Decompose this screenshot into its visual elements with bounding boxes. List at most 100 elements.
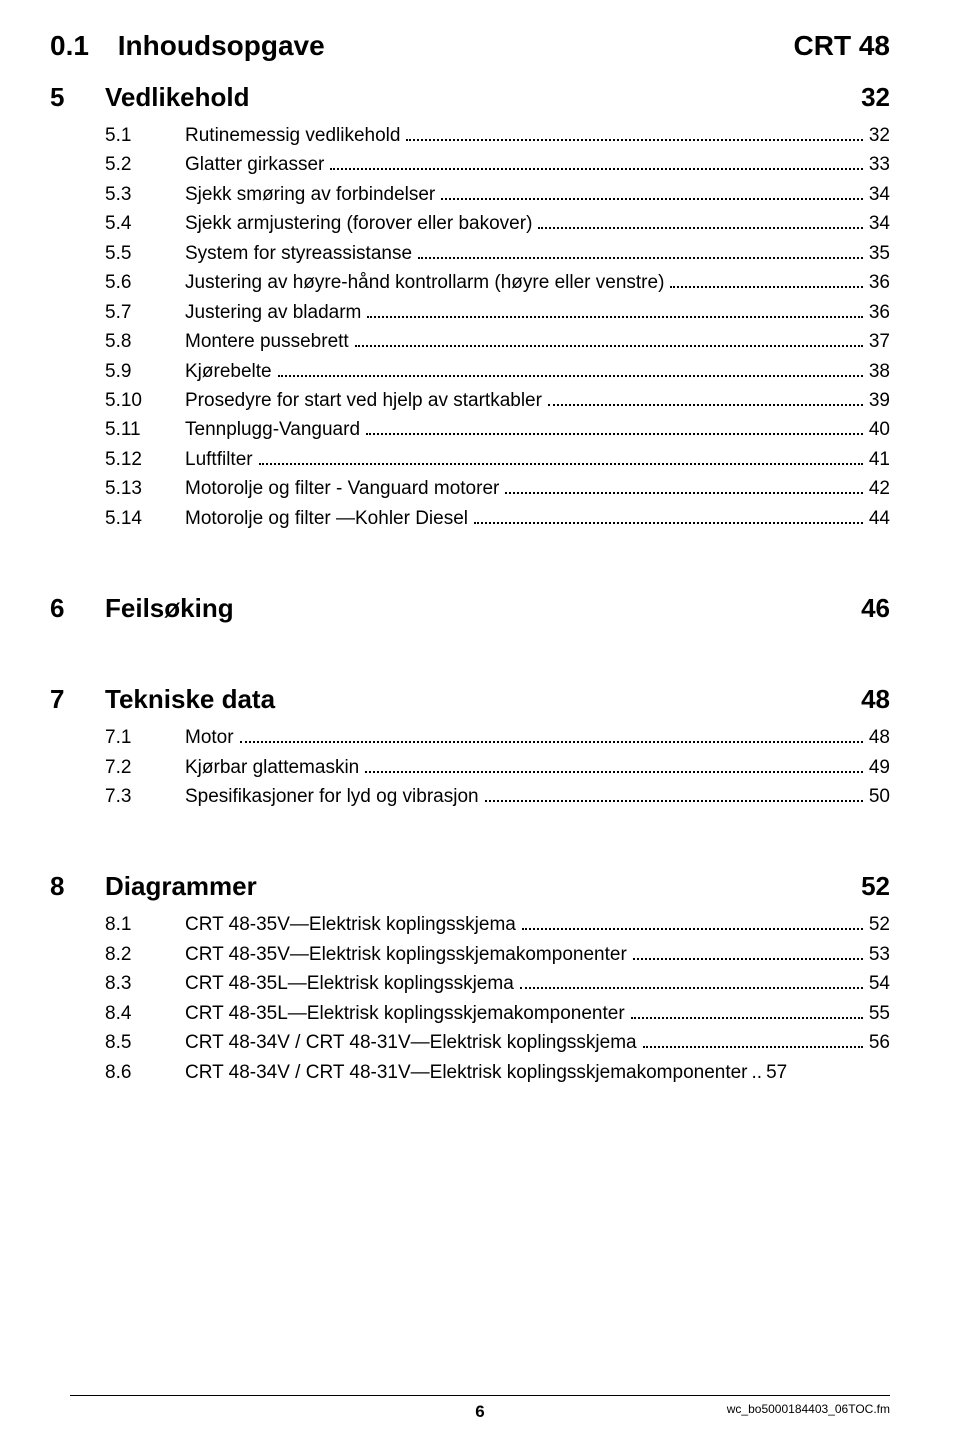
- footer-filename: wc_bo5000184403_06TOC.fm: [727, 1402, 890, 1416]
- header-title: Inhoudsopgave: [118, 30, 325, 61]
- page-header: 0.1 Inhoudsopgave CRT 48: [105, 30, 890, 62]
- footer-rule: [70, 1395, 890, 1396]
- header-left: 0.1 Inhoudsopgave: [105, 30, 325, 62]
- toc-entry-number: 8.2: [105, 940, 185, 969]
- header-right: CRT 48: [794, 30, 890, 62]
- toc-entry: 7.3Spesifikasjoner for lyd og vibrasjon 5…: [105, 782, 890, 811]
- toc-entry-number: 8.5: [105, 1028, 185, 1057]
- toc-entry-number: 5.6: [105, 268, 185, 297]
- toc-entry-leader: [418, 257, 863, 259]
- section-number: 7: [50, 684, 105, 715]
- page-footer: 6 wc_bo5000184403_06TOC.fm: [70, 1395, 890, 1416]
- section-page: 48: [861, 684, 890, 715]
- toc-entry: 7.1Motor 48: [105, 723, 890, 752]
- toc-entry-number: 5.3: [105, 180, 185, 209]
- toc-entry-page: 50: [865, 782, 890, 811]
- toc-entry-title: Sjekk armjustering (forover eller bakove…: [185, 209, 536, 238]
- toc-section: 8Diagrammer528.1CRT 48-35V—Elektrisk kop…: [105, 871, 890, 1087]
- toc-entry: 5.13Motorolje og filter - Vanguard motor…: [105, 474, 890, 503]
- toc-entry-page: 41: [865, 445, 890, 474]
- toc-entry-page: 34: [865, 180, 890, 209]
- toc-entry-number: 5.9: [105, 357, 185, 386]
- toc-entry: 5.14Motorolje og filter —Kohler Diesel44: [105, 504, 890, 533]
- toc-entry-page: 36: [865, 268, 890, 297]
- toc-entry-number: 7.1: [105, 723, 185, 752]
- toc-entry: 5.3Sjekk smøring av forbindelser 34: [105, 180, 890, 209]
- toc-entry-title: Motor: [185, 723, 238, 752]
- section-number: 8: [50, 871, 105, 902]
- toc-entry-leader: [505, 492, 863, 494]
- toc-entry-number: 8.1: [105, 910, 185, 939]
- toc-entry-page: 33: [865, 150, 890, 179]
- section-title: Diagrammer: [105, 871, 257, 901]
- toc-entry-number: 5.7: [105, 298, 185, 327]
- toc-entry-number: 5.14: [105, 504, 185, 533]
- toc-entry-leader: [441, 198, 863, 200]
- toc-entry-number: 5.11: [105, 415, 185, 444]
- toc-entry-page: 34: [865, 209, 890, 238]
- toc-entry-title: Motorolje og filter - Vanguard motorer: [185, 474, 503, 503]
- toc-section: 5Vedlikehold325.1Rutinemessig vedlikehol…: [105, 82, 890, 533]
- toc-section: 6Feilsøking46: [105, 593, 890, 624]
- section-page: 52: [861, 871, 890, 902]
- toc-entry-title: Justering av høyre-hånd kontrollarm (høy…: [185, 268, 668, 297]
- toc-entry-page: 56: [865, 1028, 890, 1057]
- toc-entry: 5.10Prosedyre for start ved hjelp av sta…: [105, 386, 890, 415]
- toc-entry-title: Motorolje og filter —Kohler Diesel: [185, 504, 472, 533]
- toc-entry: 5.9Kjørebelte38: [105, 357, 890, 386]
- toc-entry-page: 39: [865, 386, 890, 415]
- toc-entry-leader: [240, 741, 863, 743]
- toc-entry: 5.7Justering av bladarm36: [105, 298, 890, 327]
- toc-entry-leader: [367, 316, 862, 318]
- toc-entry: 8.1CRT 48-35V—Elektrisk koplingsskjema52: [105, 910, 890, 939]
- toc-entry-page: 42: [865, 474, 890, 503]
- toc-entry-leader: [548, 404, 863, 406]
- toc-entry-leader: [670, 286, 862, 288]
- toc-entry-title: Kjørbar glattemaskin: [185, 753, 363, 782]
- toc-entry-title: Sjekk smøring av forbindelser: [185, 180, 439, 209]
- toc-entry-page: 32: [865, 121, 890, 150]
- toc-entry: 8.2CRT 48-35V—Elektrisk koplingsskjemako…: [105, 940, 890, 969]
- section-number: 6: [50, 593, 105, 624]
- toc-entry-number: 5.12: [105, 445, 185, 474]
- footer-row: 6 wc_bo5000184403_06TOC.fm: [70, 1402, 890, 1416]
- section-number: 5: [50, 82, 105, 113]
- toc-entry-page: 37: [865, 327, 890, 356]
- toc-entry-page: 55: [865, 999, 890, 1028]
- toc-entry-title: Spesifikasjoner for lyd og vibrasjon: [185, 782, 483, 811]
- toc-entry: 5.2Glatter girkasser 33: [105, 150, 890, 179]
- toc-entry-title: CRT 48-34V / CRT 48-31V—Elektrisk koplin…: [185, 1058, 752, 1087]
- toc-entry-number: 7.3: [105, 782, 185, 811]
- toc-entry-number: 8.4: [105, 999, 185, 1028]
- toc-entry-title: Prosedyre for start ved hjelp av startka…: [185, 386, 546, 415]
- toc-body: 5Vedlikehold325.1Rutinemessig vedlikehol…: [105, 82, 890, 1087]
- header-number: 0.1: [50, 30, 110, 62]
- toc-entry-leader: [485, 800, 863, 802]
- toc-entry-number: 5.1: [105, 121, 185, 150]
- toc-entry: 5.4Sjekk armjustering (forover eller bak…: [105, 209, 890, 238]
- toc-entry: 8.5CRT 48-34V / CRT 48-31V—Elektrisk kop…: [105, 1028, 890, 1057]
- toc-entry-number: 5.5: [105, 239, 185, 268]
- section-title: Tekniske data: [105, 684, 275, 714]
- toc-section: 7Tekniske data487.1Motor487.2Kjørbar gla…: [105, 684, 890, 811]
- section-row: 8Diagrammer52: [105, 871, 890, 902]
- toc-entry: 5.6Justering av høyre-hånd kontrollarm (…: [105, 268, 890, 297]
- toc-entry-page: 54: [865, 969, 890, 998]
- toc-entry-title: Glatter girkasser: [185, 150, 328, 179]
- section-row: 6Feilsøking46: [105, 593, 890, 624]
- toc-entry-page: 57: [762, 1058, 787, 1087]
- toc-entry-number: 5.2: [105, 150, 185, 179]
- toc-entry-leader: [365, 771, 863, 773]
- toc-entry-page: 52: [865, 910, 890, 939]
- toc-entry-leader: [259, 463, 863, 465]
- toc-entry-title: Luftfilter: [185, 445, 257, 474]
- toc-entry-title: System for styreassistanse: [185, 239, 416, 268]
- toc-entry-page: 48: [865, 723, 890, 752]
- toc-entry: 8.6CRT 48-34V / CRT 48-31V—Elektrisk kop…: [105, 1058, 890, 1087]
- toc-entry-title: Kjørebelte: [185, 357, 276, 386]
- toc-entry-title: Rutinemessig vedlikehold: [185, 121, 404, 150]
- section-page: 46: [861, 593, 890, 624]
- toc-entry-page: 49: [865, 753, 890, 782]
- toc-entry-leader: [474, 522, 863, 524]
- toc-entry: 8.3CRT 48-35L—Elektrisk koplingsskjema54: [105, 969, 890, 998]
